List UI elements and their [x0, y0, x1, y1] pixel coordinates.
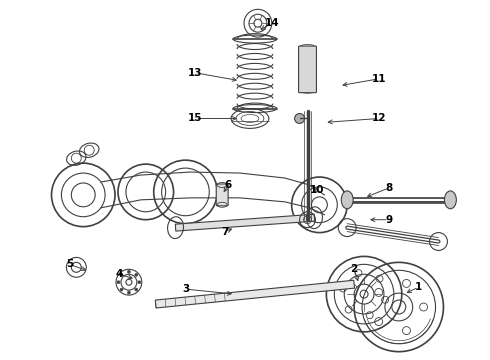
Circle shape [138, 281, 141, 284]
Polygon shape [175, 214, 315, 231]
Circle shape [127, 270, 130, 273]
Text: 7: 7 [221, 226, 229, 237]
Text: 3: 3 [182, 284, 189, 294]
Text: 2: 2 [350, 264, 358, 274]
Text: 13: 13 [188, 68, 203, 78]
Text: 1: 1 [415, 282, 422, 292]
Circle shape [120, 273, 123, 276]
Text: 5: 5 [66, 259, 73, 269]
Text: 10: 10 [310, 185, 325, 195]
Circle shape [135, 288, 138, 291]
Text: 14: 14 [265, 18, 279, 28]
Circle shape [117, 281, 120, 284]
Text: 8: 8 [385, 183, 392, 193]
Text: 15: 15 [188, 113, 203, 123]
Circle shape [127, 291, 130, 294]
Text: 9: 9 [385, 215, 392, 225]
FancyBboxPatch shape [298, 46, 317, 93]
Ellipse shape [444, 191, 456, 209]
Circle shape [294, 113, 305, 123]
Text: 6: 6 [224, 180, 232, 190]
Polygon shape [155, 280, 355, 308]
Text: 12: 12 [372, 113, 386, 123]
Circle shape [120, 288, 123, 291]
Circle shape [135, 273, 138, 276]
Text: 11: 11 [372, 74, 386, 84]
Text: 4: 4 [115, 269, 122, 279]
Ellipse shape [341, 191, 353, 209]
FancyBboxPatch shape [216, 184, 228, 206]
